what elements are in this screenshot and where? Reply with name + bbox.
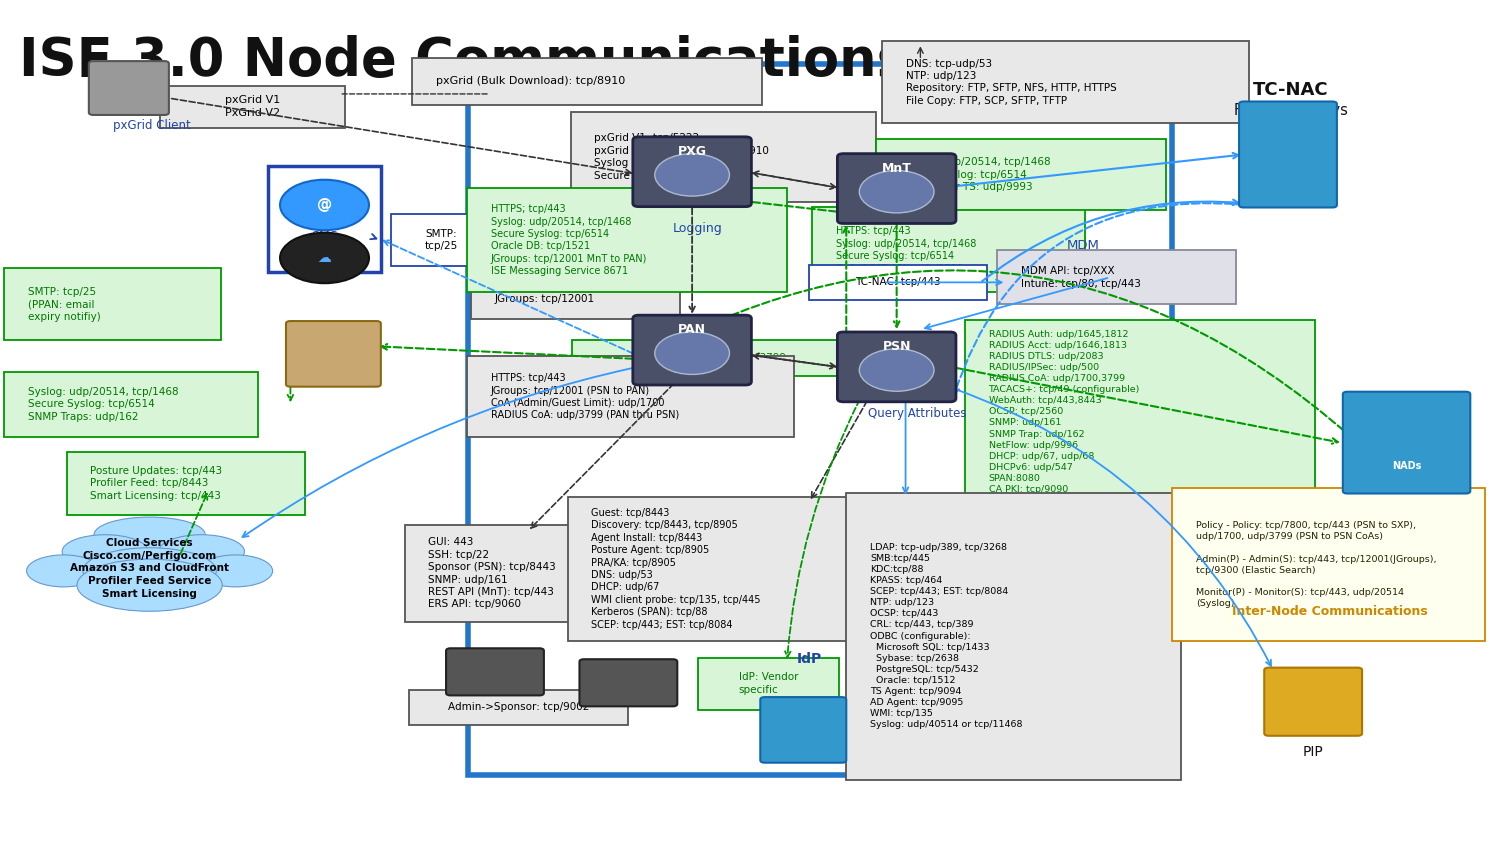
FancyBboxPatch shape [466,188,788,293]
Circle shape [656,154,729,196]
Ellipse shape [27,555,100,587]
FancyBboxPatch shape [405,525,644,622]
FancyBboxPatch shape [633,315,752,385]
Text: SMTP:
tcp/25: SMTP: tcp/25 [424,229,458,252]
FancyBboxPatch shape [66,452,305,515]
Text: PSN: PSN [882,340,910,353]
Circle shape [859,170,934,213]
FancyBboxPatch shape [160,85,345,127]
Text: Inter-Node Communications: Inter-Node Communications [1232,605,1428,618]
Text: NADs: NADs [1392,461,1420,471]
FancyBboxPatch shape [471,266,681,319]
Text: ☁: ☁ [318,251,332,265]
Text: FireAmp/Qualys: FireAmp/Qualys [1233,103,1348,118]
Text: pxGrid V1: tcp/5222
pxGrid V2: REST/Websocket 8910
Syslog udp/20514, tcp/1468
Se: pxGrid V1: tcp/5222 pxGrid V2: REST/Webs… [594,133,770,181]
FancyBboxPatch shape [392,214,492,267]
FancyBboxPatch shape [446,648,544,695]
FancyBboxPatch shape [760,697,846,763]
Text: PXG: PXG [678,145,706,158]
Text: @: @ [316,197,332,213]
FancyBboxPatch shape [808,265,987,300]
FancyBboxPatch shape [837,154,956,224]
Text: Cloud Services
Cisco.com/Perfigo.com
Amazon S3 and CloudFront
Profiler Feed Serv: Cloud Services Cisco.com/Perfigo.com Ama… [70,538,230,599]
FancyBboxPatch shape [570,112,876,202]
FancyBboxPatch shape [466,356,795,437]
FancyBboxPatch shape [876,139,1167,210]
Text: ISE 3.0 Node Communications: ISE 3.0 Node Communications [20,35,908,87]
Text: pxGrid (Bulk Download): tcp/8910: pxGrid (Bulk Download): tcp/8910 [435,76,626,86]
Text: MDM API: tcp/XXX
Intune: tcp/80, tcp/443: MDM API: tcp/XXX Intune: tcp/80, tcp/443 [1022,266,1142,289]
FancyBboxPatch shape [286,321,381,387]
FancyBboxPatch shape [812,208,1084,293]
FancyBboxPatch shape [4,268,220,340]
Ellipse shape [82,548,216,594]
Circle shape [656,332,729,375]
FancyBboxPatch shape [413,57,762,105]
Text: pxGrid Client: pxGrid Client [112,119,190,133]
Text: PIP: PIP [1304,744,1323,759]
Circle shape [280,180,369,230]
Circle shape [280,233,369,284]
Text: SMTP: tcp/25
(PPAN: email
expiry notifiy): SMTP: tcp/25 (PPAN: email expiry notifiy… [28,287,100,322]
FancyBboxPatch shape [837,332,956,402]
Text: MDM: MDM [1066,239,1100,252]
Ellipse shape [198,555,273,587]
Ellipse shape [159,535,244,568]
Ellipse shape [76,559,222,611]
Text: pxGrid V1
PxGrid V2: pxGrid V1 PxGrid V2 [225,95,280,118]
Text: Query Attributes: Query Attributes [868,407,966,420]
FancyBboxPatch shape [882,41,1250,123]
Ellipse shape [62,535,148,568]
FancyBboxPatch shape [579,659,678,706]
FancyBboxPatch shape [567,497,858,641]
FancyBboxPatch shape [410,690,628,725]
Text: Posture Updates: tcp/443
Profiler Feed: tcp/8443
Smart Licensing: tcp/443: Posture Updates: tcp/443 Profiler Feed: … [90,466,222,500]
Text: Syslog: udp/20514, tcp/1468
Secure Syslog: tcp/6514
NetFlow for TS: udp/9993: Syslog: udp/20514, tcp/1468 Secure Syslo… [900,157,1050,192]
Text: Endpoint: Endpoint [602,669,654,683]
Circle shape [859,349,934,392]
FancyBboxPatch shape [1264,668,1362,736]
Text: Guest: tcp/8443
Discovery: tcp/8443, tcp/8905
Agent Install: tcp/8443
Posture Ag: Guest: tcp/8443 Discovery: tcp/8443, tcp… [591,508,760,630]
Text: Admin->Sponsor: tcp/9002: Admin->Sponsor: tcp/9002 [448,702,590,712]
Text: NADs: NADs [1390,407,1428,420]
Text: Policy - Policy: tcp/7800, tcp/443 (PSN to SXP),
udp/1700, udp/3799 (PSN to PSN : Policy - Policy: tcp/7800, tcp/443 (PSN … [1196,522,1437,608]
Text: GUI: 443
SSH: tcp/22
Sponsor (PSN): tcp/8443
SNMP: udp/161
REST API (MnT): tcp/4: GUI: 443 SSH: tcp/22 Sponsor (PSN): tcp/… [429,538,556,609]
Text: LDAP: tcp-udp/389, tcp/3268
SMB:tcp/445
KDC:tcp/88
KPASS: tcp/464
SCEP: tcp/443;: LDAP: tcp-udp/389, tcp/3268 SMB:tcp/445 … [870,543,1023,729]
Text: HTTPS: tcp/443
JGroups: tcp/12001 (PSN to PAN)
CoA (Admin/Guest Limit): udp/1700: HTTPS: tcp/443 JGroups: tcp/12001 (PSN t… [490,373,680,420]
Text: HTTPS; tcp/443
Syslog: udp/20514, tcp/1468
Secure Syslog: tcp/6514
Oracle DB: tc: HTTPS; tcp/443 Syslog: udp/20514, tcp/14… [490,204,646,276]
Text: PAN: PAN [678,323,706,337]
FancyBboxPatch shape [633,137,752,207]
FancyBboxPatch shape [846,493,1182,780]
Text: TC-NAC: tcp/443: TC-NAC: tcp/443 [855,278,940,287]
Text: HTTPS: tcp/443
Syslog: udp/20514, tcp/1468
Secure Syslog: tcp/6514
CoA (REST API: HTTPS: tcp/443 Syslog: udp/20514, tcp/14… [836,226,977,273]
FancyBboxPatch shape [964,320,1314,515]
Text: RADIUS Auth: udp/1645,1812
RADIUS Acct: udp/1646,1813
RADIUS DTLS: udp/2083
RADI: RADIUS Auth: udp/1645,1812 RADIUS Acct: … [988,330,1140,505]
Text: MnT: MnT [882,162,912,175]
Text: Logging: Logging [674,222,723,235]
FancyBboxPatch shape [572,340,846,376]
Text: Email/
SMS
Gateways: Email/ SMS Gateways [294,215,356,258]
Text: NMS: NMS [336,339,372,354]
Text: CTS CoA:udp/1700, udp/3799: CTS CoA:udp/1700, udp/3799 [632,353,786,363]
FancyBboxPatch shape [1239,101,1336,208]
FancyBboxPatch shape [4,371,258,437]
Text: pxGrid: tcp/5222
JGroups: tcp/12001: pxGrid: tcp/5222 JGroups: tcp/12001 [495,281,596,304]
FancyBboxPatch shape [88,61,170,115]
Text: Admin /Sponsor: Admin /Sponsor [448,670,542,684]
Text: TC-NAC: TC-NAC [1252,81,1329,99]
FancyBboxPatch shape [1342,392,1470,494]
Text: Syslog: udp/20514, tcp/1468
Secure Syslog: tcp/6514
SNMP Traps: udp/162: Syslog: udp/20514, tcp/1468 Secure Syslo… [28,387,178,422]
Text: IdP: IdP [796,652,822,666]
Text: IdP: Vendor
specific: IdP: Vendor specific [738,673,798,695]
Ellipse shape [94,517,206,552]
FancyBboxPatch shape [698,657,838,710]
FancyBboxPatch shape [998,251,1236,304]
FancyBboxPatch shape [1173,489,1485,641]
Text: DNS: tcp-udp/53
NTP: udp/123
Repository: FTP, SFTP, NFS, HTTP, HTTPS
File Copy: : DNS: tcp-udp/53 NTP: udp/123 Repository:… [906,58,1116,106]
